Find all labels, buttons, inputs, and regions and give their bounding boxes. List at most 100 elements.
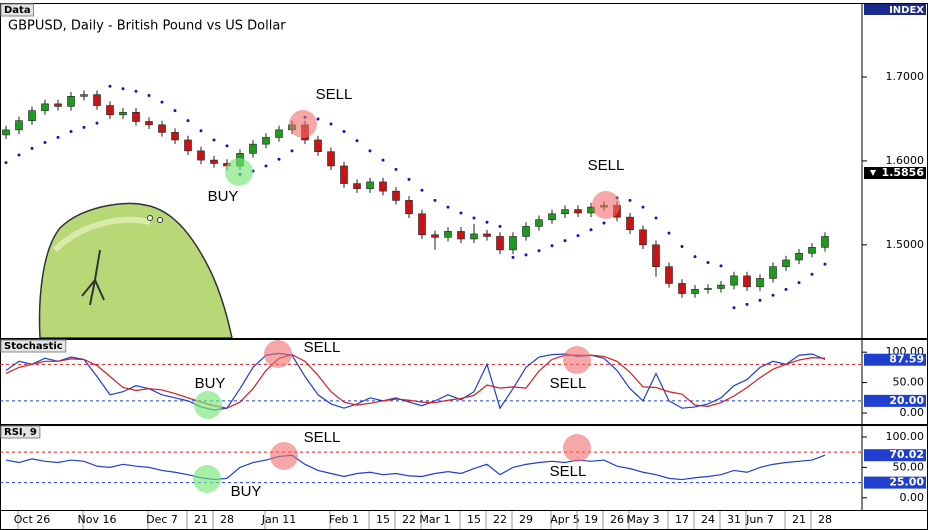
sar-dot — [4, 161, 8, 165]
sar-dot — [420, 188, 424, 192]
sar-dot — [212, 138, 216, 142]
sar-dot — [134, 89, 138, 93]
sar-dot — [693, 255, 697, 259]
highlight-circle — [563, 346, 591, 374]
x-tick-label: Nov 16 — [78, 513, 117, 526]
x-tick-label: Feb 1 — [329, 513, 359, 526]
axis-label: INDEX — [889, 5, 924, 16]
candle-body — [431, 234, 439, 238]
y-tick-label: 100.00 — [886, 430, 925, 443]
panel-label-box — [0, 3, 35, 17]
blob-eye — [147, 215, 153, 221]
blob-arm — [81, 249, 105, 306]
candle-body — [821, 236, 829, 248]
x-tick-label: 22 — [402, 513, 416, 526]
sar-dot — [459, 211, 463, 215]
x-tick-label: 15 — [467, 513, 481, 526]
x-tick-label: 26 — [610, 513, 624, 526]
sar-dot — [225, 144, 229, 148]
sar-dot — [667, 231, 671, 235]
candle-body — [782, 259, 790, 267]
candle-body — [444, 231, 452, 238]
y-tick-label: 1.6000 — [886, 154, 925, 167]
candle-body — [808, 247, 816, 254]
annotation: SELL — [304, 339, 341, 356]
candle-body — [626, 216, 634, 231]
sar-dot — [407, 177, 411, 181]
candle-body — [15, 120, 23, 131]
x-tick-label: 29 — [519, 513, 533, 526]
candle-body — [535, 219, 543, 227]
sar-dot — [732, 306, 736, 310]
y-tick-label: 50.00 — [893, 376, 925, 389]
series-line — [5, 454, 826, 481]
x-tick-label: Apr 5 — [550, 513, 580, 526]
candle-body — [470, 233, 478, 240]
candle-body — [262, 137, 270, 145]
candle-body — [106, 105, 114, 116]
candle-body — [67, 96, 75, 107]
sar-dot — [498, 224, 502, 228]
sar-dot — [797, 281, 801, 285]
sar-dot — [550, 244, 554, 248]
sar-dot — [277, 157, 281, 161]
level-label-box — [864, 394, 926, 407]
candle-body — [691, 289, 699, 294]
candle-body — [665, 266, 673, 284]
sar-dot — [680, 245, 684, 249]
series-line — [5, 353, 826, 409]
cartoon-blob — [38, 202, 233, 339]
sar-dot — [381, 158, 385, 162]
candle-body — [353, 183, 361, 189]
sar-dot — [628, 198, 632, 202]
candle-body — [275, 129, 283, 138]
candle-body — [548, 213, 556, 220]
sar-dot — [810, 272, 814, 276]
candle-body — [340, 165, 348, 184]
sar-dot — [56, 135, 60, 139]
sar-dot — [758, 298, 762, 302]
x-tick-label: 31 — [727, 513, 741, 526]
candle-body — [743, 275, 751, 288]
sar-dot — [641, 205, 645, 209]
candle-body — [379, 181, 387, 192]
highlight-circle — [193, 465, 221, 493]
candle-body — [639, 229, 647, 246]
candle-body — [730, 275, 738, 286]
sar-dot — [537, 249, 541, 253]
sar-dot — [563, 239, 567, 243]
annotation: SELL — [304, 429, 341, 446]
panel-label: RSI, 9 — [4, 427, 37, 438]
sar-dot — [602, 221, 606, 225]
candle-body — [509, 236, 517, 251]
x-tick-label: Mar 1 — [419, 513, 450, 526]
axis-label-box — [864, 4, 926, 15]
sar-dot — [368, 149, 372, 153]
highlight-circle — [225, 158, 253, 186]
y-tick-label: 0.00 — [900, 406, 925, 419]
candle-body — [704, 288, 712, 290]
sar-dot — [784, 287, 788, 291]
sar-dot — [95, 121, 99, 125]
x-tick-label: 22 — [493, 513, 507, 526]
sar-dot — [394, 167, 398, 171]
sar-dot — [719, 264, 723, 268]
x-tick-label: 17 — [675, 513, 689, 526]
blob-eye — [157, 217, 163, 223]
x-tick-label: 21 — [792, 513, 806, 526]
sar-dot — [82, 125, 86, 129]
y-tick-label: 0.00 — [900, 491, 925, 504]
highlight-circle — [563, 434, 591, 462]
annotation: SELL — [316, 86, 353, 103]
candle-body — [171, 132, 179, 141]
annotation: SELL — [588, 157, 625, 174]
annotation: BUY — [208, 188, 239, 205]
sar-dot — [433, 198, 437, 202]
candle-body — [80, 94, 88, 97]
x-tick-label: Jan 11 — [261, 513, 296, 526]
sar-dot — [199, 129, 203, 133]
date-axis — [0, 510, 928, 530]
sar-dot — [329, 122, 333, 126]
sar-dot — [472, 216, 476, 220]
sar-dot — [316, 117, 320, 121]
